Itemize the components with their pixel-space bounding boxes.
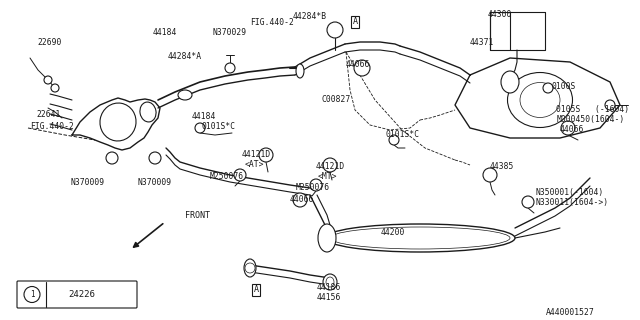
Text: 44156: 44156 <box>317 293 341 302</box>
Text: M250076: M250076 <box>296 183 330 192</box>
Circle shape <box>522 196 534 208</box>
Text: N330011(1604->): N330011(1604->) <box>535 198 608 207</box>
Text: 0101S*C: 0101S*C <box>386 130 420 139</box>
Text: 1: 1 <box>29 290 35 299</box>
Text: <AT>: <AT> <box>245 160 264 169</box>
Circle shape <box>323 158 337 172</box>
Text: 44385: 44385 <box>490 162 515 171</box>
Text: 22641: 22641 <box>36 110 60 119</box>
Ellipse shape <box>508 73 573 127</box>
Circle shape <box>483 168 497 182</box>
Ellipse shape <box>501 71 519 93</box>
Circle shape <box>293 193 307 207</box>
Text: 44121D: 44121D <box>316 162 345 171</box>
Circle shape <box>354 60 370 76</box>
Ellipse shape <box>296 64 304 78</box>
Ellipse shape <box>178 90 192 100</box>
Ellipse shape <box>326 277 334 287</box>
Ellipse shape <box>520 83 560 117</box>
Circle shape <box>605 100 615 110</box>
Circle shape <box>234 169 246 181</box>
Text: N370009: N370009 <box>71 178 105 187</box>
Circle shape <box>44 76 52 84</box>
Text: 44200: 44200 <box>381 228 405 237</box>
Ellipse shape <box>330 227 510 249</box>
Circle shape <box>149 152 161 164</box>
Text: FRONT: FRONT <box>185 211 210 220</box>
Circle shape <box>225 63 235 73</box>
Text: 44066: 44066 <box>290 195 314 204</box>
Text: A: A <box>353 18 358 27</box>
Text: 44284*B: 44284*B <box>293 12 327 21</box>
Text: 44371: 44371 <box>470 38 494 47</box>
FancyBboxPatch shape <box>17 281 137 308</box>
Text: 24226: 24226 <box>68 290 95 299</box>
Circle shape <box>310 179 322 191</box>
Text: 44066: 44066 <box>560 125 584 134</box>
Text: M000450(1604-): M000450(1604-) <box>557 115 625 124</box>
Text: A: A <box>253 285 259 294</box>
Text: 44184: 44184 <box>153 28 177 37</box>
Text: N370029: N370029 <box>213 28 247 37</box>
Ellipse shape <box>100 103 136 141</box>
Circle shape <box>561 121 575 135</box>
Circle shape <box>51 84 59 92</box>
Circle shape <box>106 152 118 164</box>
Text: FIG.440-2: FIG.440-2 <box>250 18 294 27</box>
Text: 44284*A: 44284*A <box>168 52 202 61</box>
Circle shape <box>245 263 255 273</box>
Ellipse shape <box>244 259 256 277</box>
Circle shape <box>389 135 399 145</box>
Text: C00827: C00827 <box>321 95 351 104</box>
Circle shape <box>195 123 205 133</box>
Text: 44066: 44066 <box>346 60 370 69</box>
Circle shape <box>259 148 273 162</box>
Text: 0105S   (-1604): 0105S (-1604) <box>556 105 629 114</box>
Text: 44184: 44184 <box>192 112 216 121</box>
Text: <MT>: <MT> <box>318 172 337 181</box>
Text: N370009: N370009 <box>138 178 172 187</box>
Text: N350001(-1604): N350001(-1604) <box>536 188 604 197</box>
Text: M250076: M250076 <box>210 172 244 181</box>
Ellipse shape <box>325 224 515 252</box>
Text: A440001527: A440001527 <box>546 308 595 317</box>
Circle shape <box>543 83 553 93</box>
Text: 44186: 44186 <box>317 283 341 292</box>
Circle shape <box>24 286 40 302</box>
Text: FIG.440-2: FIG.440-2 <box>30 122 74 131</box>
Circle shape <box>327 22 343 38</box>
Text: 44300: 44300 <box>488 10 512 19</box>
Ellipse shape <box>140 102 156 122</box>
Text: 0101S*C: 0101S*C <box>202 122 236 131</box>
Text: 22690: 22690 <box>38 38 62 47</box>
Ellipse shape <box>323 274 337 290</box>
Ellipse shape <box>318 224 336 252</box>
Text: 0100S: 0100S <box>552 82 577 91</box>
Text: 44121D: 44121D <box>242 150 271 159</box>
